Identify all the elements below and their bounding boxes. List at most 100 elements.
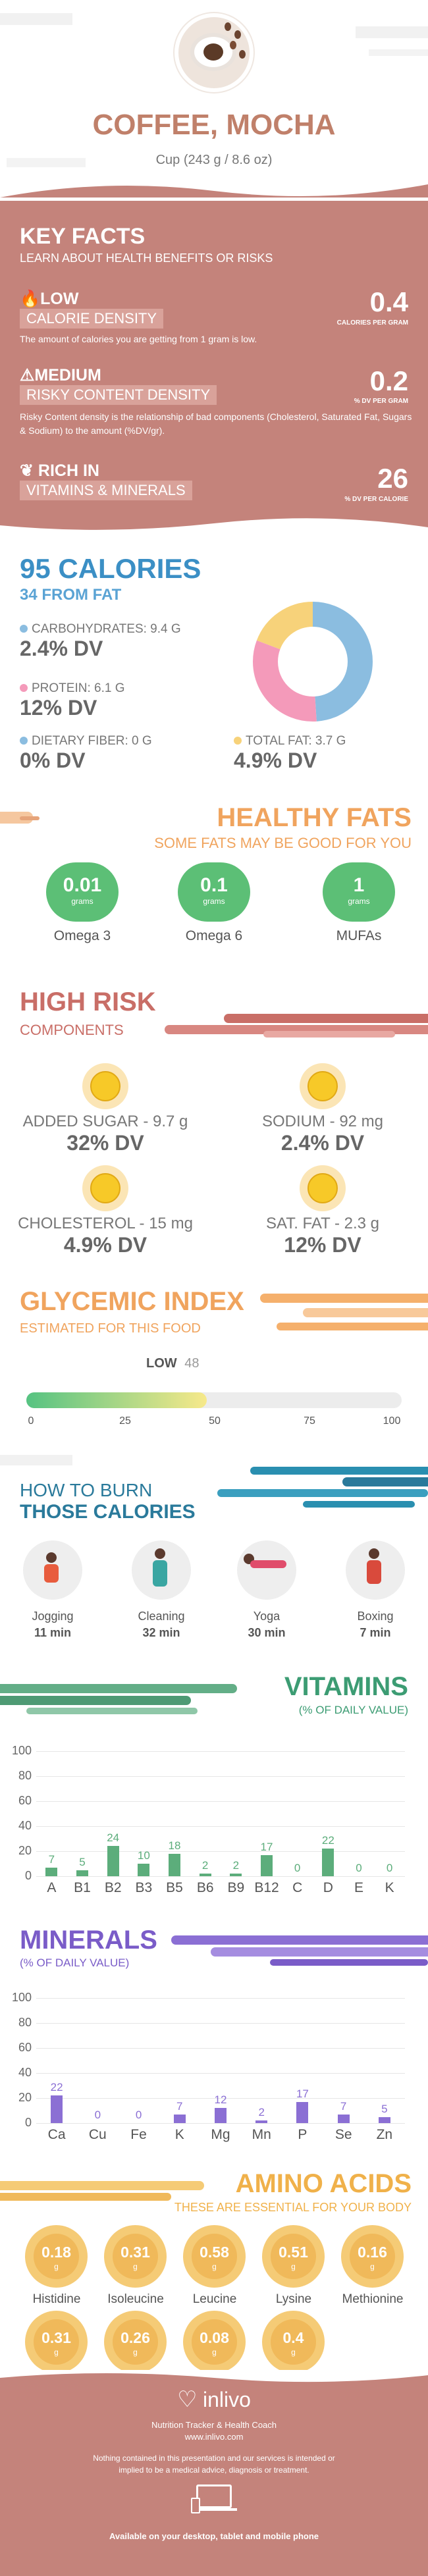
amino-subtitle: THESE ARE ESSENTIAL FOR YOUR BODY	[174, 2201, 412, 2214]
amino-value: 0.4	[282, 2329, 304, 2346]
amino-badge: 0.58 g	[183, 2225, 246, 2288]
activity-time: 11 min	[34, 1626, 72, 1639]
key-facts-title: KEY FACTS	[20, 224, 146, 249]
fat-name: Omega 6	[185, 928, 243, 943]
serving-size: Cup (243 g / 8.6 oz)	[155, 153, 273, 167]
grid-line	[36, 2073, 405, 2074]
key-facts-subtitle: LEARN ABOUT HEALTH BENEFITS OR RISKS	[20, 251, 273, 265]
decor-stripe	[0, 13, 72, 25]
burn-section: HOW TO BURN THOSE CALORIES Jogging 11 mi…	[0, 1448, 428, 1705]
bar-value-label: 17	[260, 1840, 273, 1853]
x-tick-label: B1	[74, 1880, 91, 1895]
minerals-section: MINERALS (% OF DAILY VALUE)	[0, 1922, 428, 1988]
page-title: COFFEE, MOCHA	[92, 109, 336, 141]
leaf-icon: ❦	[20, 461, 34, 480]
amino-unit: g	[291, 2348, 296, 2357]
donut-segment-protein	[253, 602, 373, 722]
key-fact-label: CALORIE DENSITY	[20, 309, 164, 329]
bar-A	[45, 1867, 58, 1876]
bar-value-label: 5	[381, 2102, 388, 2115]
vitamins-section: VITAMINS (% OF DAILY VALUE)	[0, 1652, 428, 1929]
amino-badge: 0.31 g	[25, 2311, 88, 2373]
glycemic-tick: 25	[119, 1415, 131, 1427]
legend-dot	[20, 684, 28, 692]
amino-badge: 0.08 g	[183, 2311, 246, 2373]
activity-name: Yoga	[253, 1610, 281, 1623]
bar-value-label: 2	[201, 1859, 209, 1872]
x-tick-label: B12	[254, 1880, 279, 1895]
x-tick-label: B5	[166, 1880, 183, 1895]
footer-url[interactable]: www.inlivo.com	[184, 2432, 244, 2442]
key-fact-level: MEDIUM	[34, 366, 101, 384]
amino-unit: g	[133, 2348, 138, 2357]
glycemic-tick: 50	[209, 1415, 221, 1427]
bar-B12	[261, 1854, 273, 1876]
amino-badge-inner	[34, 2319, 79, 2365]
amino-badge: 0.26 g	[104, 2311, 167, 2373]
wave-divider	[0, 518, 428, 533]
cup-rim	[190, 33, 236, 71]
risk-dv: 12% DV	[284, 1233, 361, 1257]
amino-badge-inner	[34, 2234, 79, 2279]
grid-line	[36, 1998, 405, 1999]
decor-stripe	[369, 49, 428, 56]
y-tick-label: 0	[24, 2116, 32, 2129]
y-tick-label: 40	[18, 2066, 32, 2079]
amino-value: 0.26	[120, 2329, 150, 2346]
high-risk-subtitle: COMPONENTS	[20, 1022, 124, 1038]
smile-icon	[82, 1165, 128, 1211]
key-fact-description: Risky Content density is the relationshi…	[20, 411, 412, 436]
risk-label: SODIUM - 92 mg	[261, 1113, 384, 1130]
amino-value: 0.18	[41, 2244, 71, 2261]
activity-name: Jogging	[32, 1610, 74, 1623]
bar-Zn	[378, 2116, 390, 2123]
bar-value-label: 7	[340, 2099, 347, 2113]
y-tick-label: 0	[24, 1869, 32, 1882]
bar-B6	[199, 1874, 211, 1876]
bar-value-label: 17	[296, 2087, 309, 2100]
amino-badge-inner	[113, 2319, 158, 2365]
activity-time: 7 min	[360, 1626, 391, 1639]
wave-divider	[0, 184, 428, 197]
activity-name: Cleaning	[138, 1610, 185, 1623]
risk-label: ADDED SUGAR - 9.7 g	[22, 1113, 188, 1130]
decor-bar	[224, 1014, 428, 1023]
heart-icon: ♡	[177, 2387, 198, 2412]
amino-value: 0.58	[200, 2244, 229, 2261]
decor-stripe	[0, 1455, 72, 1465]
decor-bar	[270, 1959, 428, 1966]
bar-K	[173, 2114, 186, 2123]
warning-icon: ⚠	[20, 366, 35, 384]
x-tick-label: Cu	[88, 2127, 107, 2142]
footer-tagline: Nutrition Tracker & Health Coach	[151, 2420, 277, 2430]
y-tick-label: 100	[11, 1744, 32, 1757]
y-tick-label: 20	[18, 2091, 32, 2104]
decor-bar	[0, 2181, 204, 2190]
glycemic-tick: 100	[383, 1415, 401, 1427]
bar-value-label: 0	[135, 2109, 142, 2121]
key-fact-vitamins: ❦ RICH IN VITAMINS & MINERALS	[20, 461, 192, 500]
macro-fiber: DIETARY FIBER: 0 g 0% DV	[20, 734, 152, 773]
amino-unit: g	[212, 2348, 217, 2357]
minerals-title: MINERALS	[20, 1926, 157, 1955]
x-tick-label: K	[385, 1880, 394, 1895]
footer-disclaimer: Nothing contained in this presentation a…	[93, 2454, 335, 2475]
amino-name: Methionine	[342, 2292, 404, 2306]
glycemic-fill	[26, 1392, 207, 1408]
glycemic-value: 48	[184, 1356, 200, 1371]
bar-B1	[76, 1870, 88, 1876]
grid-line	[36, 1826, 405, 1827]
amino-badge-inner	[350, 2234, 395, 2279]
burn-title-line1: HOW TO BURN	[20, 1480, 153, 1500]
key-fact-description: The amount of calories you are getting f…	[20, 334, 257, 344]
x-tick-label: Ca	[47, 2127, 66, 2142]
macro-carbohydrates: CARBOHYDRATES: 9.4 g 2.4% DV	[20, 622, 181, 661]
fat-unit: grams	[203, 897, 225, 906]
x-tick-label: B6	[196, 1880, 214, 1895]
legend-dot	[20, 737, 28, 745]
key-fact-level: LOW	[40, 290, 79, 308]
healthy-fats-section: HEALTHY FATS SOME FATS MAY BE GOOD FOR Y…	[0, 797, 428, 994]
decor-bar	[171, 1935, 428, 1945]
fat-name: MUFAs	[336, 928, 382, 943]
macro-label: CARBOHYDRATES: 9.4 g	[32, 622, 181, 636]
